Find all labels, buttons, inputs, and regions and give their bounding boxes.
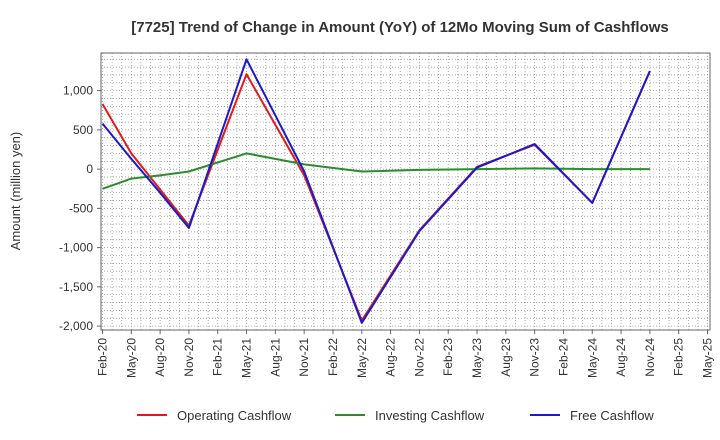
x-ticks: Feb-20 May-20 Aug-20 Nov-20 Feb-21 May-21 Aug-… — [96, 330, 715, 378]
x-tick-label: May-25 — [701, 338, 715, 378]
legend: Operating Cashflow Investing Cashflow Free… — [137, 408, 654, 423]
x-tick-label: Aug-23 — [499, 338, 513, 377]
legend-label: Free Cashflow — [570, 408, 654, 423]
x-tick-label: May-24 — [585, 338, 599, 378]
chart-title: [7725] Trend of Change in Amount (YoY) o… — [131, 19, 669, 36]
x-tick-label: Aug-22 — [384, 338, 398, 377]
grid — [101, 53, 710, 330]
x-tick-label: Nov-21 — [297, 338, 311, 377]
y-tick-label: 1,000 — [63, 84, 93, 98]
plot-frame — [100, 52, 711, 331]
x-tick-label: May-23 — [470, 338, 484, 378]
plot-area — [101, 53, 710, 330]
x-tick-label: Feb-21 — [211, 338, 225, 376]
x-tick-label: Feb-24 — [556, 338, 570, 376]
x-tick-label: Aug-20 — [153, 338, 167, 377]
y-tick-label: 500 — [73, 123, 93, 137]
x-tick-label: Feb-25 — [672, 338, 686, 376]
x-tick-label: Aug-21 — [268, 338, 282, 377]
x-tick-label: Nov-24 — [643, 338, 657, 377]
y-tick-label: -2,000 — [59, 319, 93, 333]
x-tick-label: Feb-22 — [326, 338, 340, 376]
x-tick-label: May-21 — [240, 338, 254, 378]
x-tick-label: Nov-23 — [528, 338, 542, 377]
x-tick-label: Feb-20 — [96, 338, 110, 376]
y-tick-label: -1,500 — [59, 280, 93, 294]
y-tick-label: -1,000 — [59, 241, 93, 255]
x-tick-label: Aug-24 — [614, 338, 628, 377]
series-line-free-cashflow — [101, 58, 651, 324]
series-lines — [101, 58, 651, 324]
x-tick-label: May-22 — [355, 338, 369, 378]
x-tick-label: Nov-22 — [412, 338, 426, 377]
x-tick-label: Feb-23 — [441, 338, 455, 376]
y-tick-label: -500 — [69, 201, 93, 215]
x-tick-label: Nov-20 — [182, 338, 196, 377]
series-line-investing-cashflow — [102, 152, 650, 190]
y-ticks: 1,000 500 0 -500 -1,000 -1,500 -2,000 — [59, 84, 101, 333]
y-axis-label: Amount (million yen) — [8, 132, 23, 251]
y-tick-label: 0 — [86, 162, 93, 176]
legend-label: Investing Cashflow — [375, 408, 485, 423]
legend-label: Operating Cashflow — [177, 408, 292, 423]
x-tick-label: May-20 — [124, 338, 138, 378]
